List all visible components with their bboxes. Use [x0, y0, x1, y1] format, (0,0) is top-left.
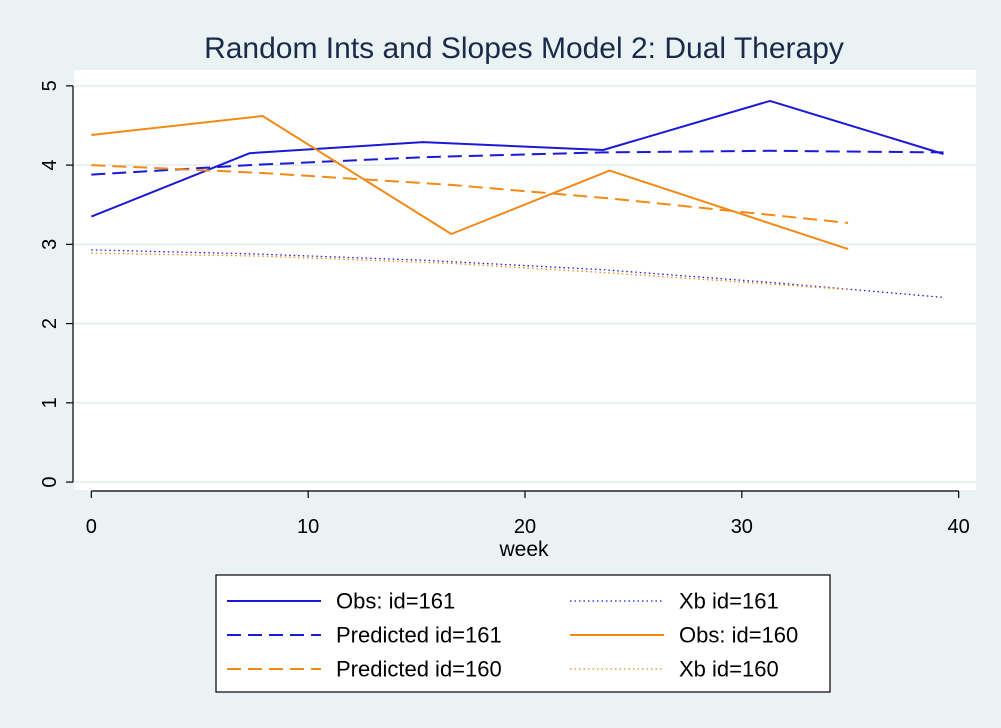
grid-lines: [74, 85, 976, 483]
y-tick-label: 0: [39, 477, 61, 488]
x-tick-label: 30: [731, 516, 753, 538]
x-axis-title: week: [498, 538, 549, 561]
y-tick-label: 3: [39, 239, 61, 250]
x-tick-label: 0: [86, 516, 97, 538]
plot-area: [74, 70, 976, 490]
y-tick-label: 2: [39, 318, 61, 329]
series-line-5: [91, 115, 849, 251]
series-line-2: [91, 149, 944, 176]
legend-label: Obs: id=160: [679, 623, 798, 648]
x-tick-label: 20: [514, 516, 536, 538]
legend-box: [215, 574, 831, 693]
series-line-3: [91, 164, 849, 224]
x-tick-label: 10: [297, 516, 319, 538]
series-line-4: [91, 249, 944, 299]
legend-label: Xb id=160: [679, 657, 779, 682]
series-layer: [90, 99, 944, 299]
legend-label: Xb id=161: [679, 589, 779, 614]
series-line-1: [90, 99, 944, 218]
chart-title: Random Ints and Slopes Model 2: Dual The…: [204, 32, 844, 65]
y-tick-label: 1: [39, 397, 61, 408]
axes: 0 1 2 3 4 5 0 10 20 30 40: [39, 80, 970, 538]
series-line-6: [91, 252, 849, 291]
x-tick-label: 40: [948, 516, 970, 538]
y-tick-label: 4: [39, 160, 61, 171]
legend-label: Predicted id=160: [336, 657, 502, 682]
legend-label: Predicted id=161: [336, 623, 502, 648]
legend-label: Obs: id=161: [336, 589, 455, 614]
y-tick-label: 5: [39, 80, 61, 91]
legend: Obs: id=161 Predicted id=161 Predicted id=…: [215, 574, 831, 693]
